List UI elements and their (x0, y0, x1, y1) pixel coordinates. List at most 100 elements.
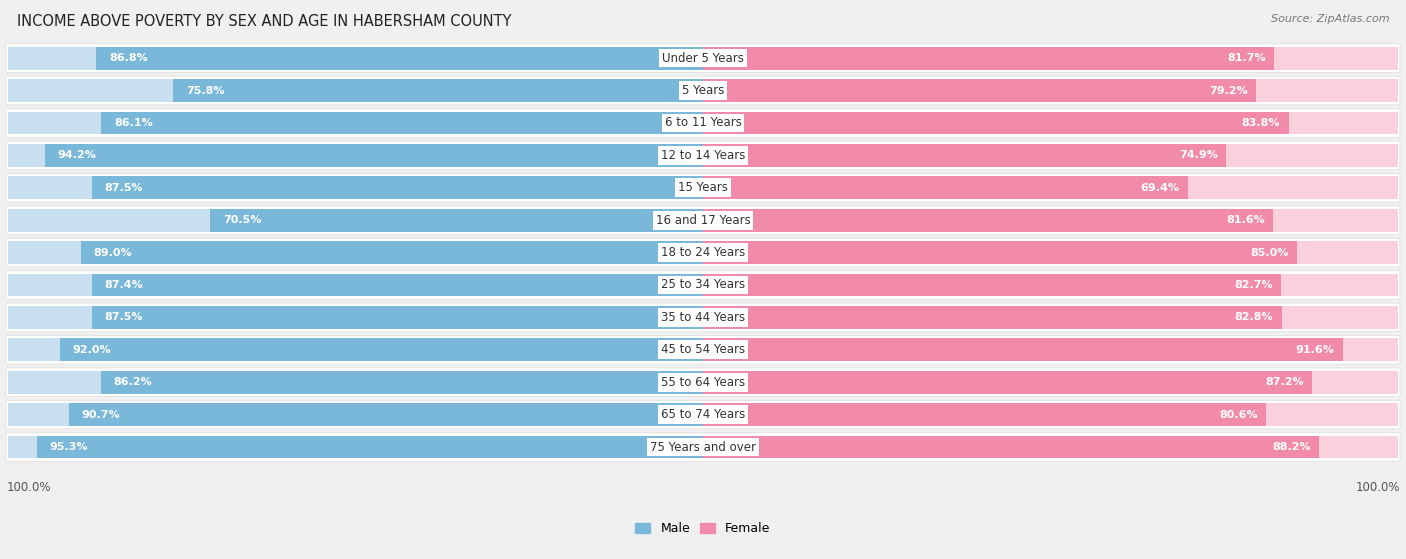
FancyBboxPatch shape (6, 173, 1400, 202)
Bar (703, 177, 1188, 199)
FancyBboxPatch shape (6, 335, 1400, 364)
Text: 82.8%: 82.8% (1234, 312, 1274, 323)
Bar (60, 338, 703, 361)
Bar (7, 177, 703, 199)
Text: 18 to 24 Years: 18 to 24 Years (661, 246, 745, 259)
Bar (37, 435, 703, 458)
Text: 95.3%: 95.3% (49, 442, 89, 452)
Bar (7, 112, 703, 134)
Bar (703, 338, 1399, 361)
Text: 86.1%: 86.1% (114, 118, 153, 128)
Bar (7, 403, 703, 426)
Text: 45 to 54 Years: 45 to 54 Years (661, 343, 745, 356)
Bar (7, 144, 703, 167)
Text: 75 Years and over: 75 Years and over (650, 440, 756, 453)
FancyBboxPatch shape (6, 44, 1400, 73)
Bar (173, 79, 703, 102)
Text: 83.8%: 83.8% (1241, 118, 1281, 128)
Bar (7, 371, 703, 394)
Text: 12 to 14 Years: 12 to 14 Years (661, 149, 745, 162)
Text: 69.4%: 69.4% (1140, 183, 1180, 193)
FancyBboxPatch shape (6, 303, 1400, 331)
Text: 65 to 74 Years: 65 to 74 Years (661, 408, 745, 421)
Bar (703, 241, 1399, 264)
Text: 82.7%: 82.7% (1234, 280, 1272, 290)
Bar (703, 79, 1399, 102)
Bar (703, 241, 1296, 264)
Text: 5 Years: 5 Years (682, 84, 724, 97)
Text: 100.0%: 100.0% (6, 481, 51, 494)
Bar (7, 338, 703, 361)
Bar (703, 306, 1399, 329)
Bar (703, 435, 1399, 458)
Bar (101, 112, 703, 134)
Text: 86.2%: 86.2% (114, 377, 152, 387)
Text: 100.0%: 100.0% (1355, 481, 1400, 494)
Bar (703, 273, 1399, 296)
Bar (703, 112, 1399, 134)
Bar (7, 273, 703, 296)
Text: 75.8%: 75.8% (186, 86, 225, 96)
Bar (703, 306, 1282, 329)
FancyBboxPatch shape (6, 141, 1400, 169)
FancyBboxPatch shape (6, 76, 1400, 105)
Text: 16 and 17 Years: 16 and 17 Years (655, 214, 751, 227)
Bar (703, 177, 1399, 199)
Bar (703, 144, 1399, 167)
FancyBboxPatch shape (6, 433, 1400, 461)
FancyBboxPatch shape (6, 206, 1400, 234)
Text: 87.4%: 87.4% (105, 280, 143, 290)
Bar (91, 306, 703, 329)
Text: 89.0%: 89.0% (94, 248, 132, 258)
Bar (82, 241, 703, 264)
Bar (703, 371, 1312, 394)
Text: 35 to 44 Years: 35 to 44 Years (661, 311, 745, 324)
Bar (703, 112, 1289, 134)
Text: 94.2%: 94.2% (58, 150, 96, 160)
Text: 81.7%: 81.7% (1227, 53, 1265, 63)
Bar (91, 177, 703, 199)
Text: 88.2%: 88.2% (1272, 442, 1310, 452)
Text: 87.5%: 87.5% (104, 183, 142, 193)
Bar (703, 47, 1399, 69)
Bar (703, 79, 1257, 102)
Bar (7, 241, 703, 264)
Bar (703, 371, 1399, 394)
Bar (703, 403, 1267, 426)
Text: 87.2%: 87.2% (1265, 377, 1303, 387)
Text: 15 Years: 15 Years (678, 181, 728, 195)
Text: 79.2%: 79.2% (1209, 86, 1249, 96)
Bar (69, 403, 703, 426)
FancyBboxPatch shape (6, 271, 1400, 299)
FancyBboxPatch shape (6, 400, 1400, 429)
Text: 91.6%: 91.6% (1296, 345, 1334, 355)
Text: 86.8%: 86.8% (110, 53, 148, 63)
Bar (101, 371, 703, 394)
Bar (97, 47, 703, 69)
Text: 6 to 11 Years: 6 to 11 Years (665, 116, 741, 130)
Text: 92.0%: 92.0% (73, 345, 111, 355)
Text: 85.0%: 85.0% (1250, 248, 1289, 258)
Bar (703, 144, 1226, 167)
Bar (93, 273, 703, 296)
Text: 70.5%: 70.5% (224, 215, 262, 225)
Bar (7, 435, 703, 458)
Text: 81.6%: 81.6% (1226, 215, 1265, 225)
FancyBboxPatch shape (6, 368, 1400, 396)
Text: 90.7%: 90.7% (82, 410, 121, 420)
Bar (703, 338, 1343, 361)
Text: 74.9%: 74.9% (1180, 150, 1218, 160)
Bar (7, 306, 703, 329)
Bar (703, 209, 1274, 231)
Text: INCOME ABOVE POVERTY BY SEX AND AGE IN HABERSHAM COUNTY: INCOME ABOVE POVERTY BY SEX AND AGE IN H… (17, 14, 512, 29)
Bar (7, 79, 703, 102)
Text: 25 to 34 Years: 25 to 34 Years (661, 278, 745, 291)
Text: Source: ZipAtlas.com: Source: ZipAtlas.com (1271, 14, 1389, 24)
Bar (703, 273, 1281, 296)
Bar (703, 209, 1399, 231)
Bar (7, 209, 703, 231)
Text: 87.5%: 87.5% (104, 312, 142, 323)
FancyBboxPatch shape (6, 238, 1400, 267)
Bar (703, 47, 1274, 69)
Text: 80.6%: 80.6% (1219, 410, 1258, 420)
